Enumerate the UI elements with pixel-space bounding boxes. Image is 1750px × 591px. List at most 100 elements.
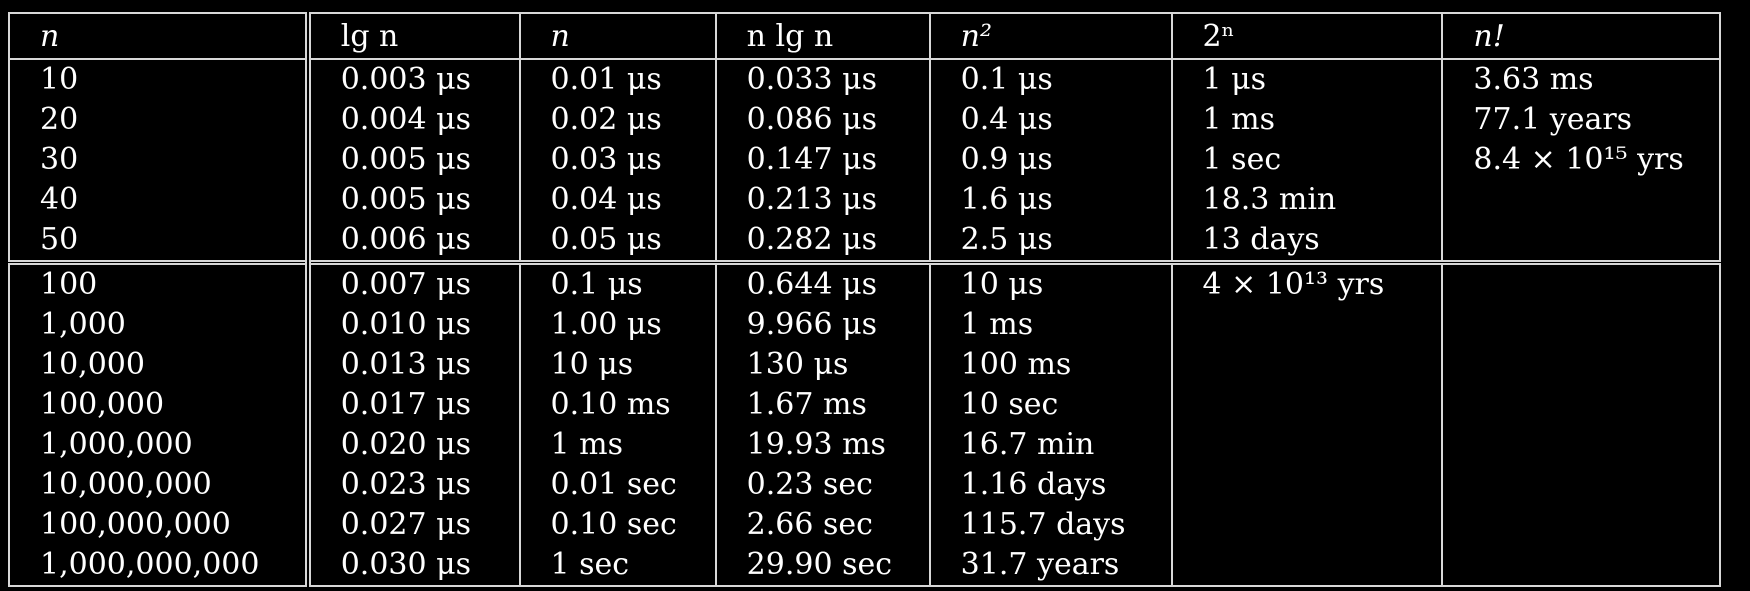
cell [1473, 220, 1719, 260]
cell: 0.9 μs [960, 142, 1053, 177]
cell: 10 [40, 62, 79, 97]
small-n-lg-n-column: 0.033 μs 0.086 μs 0.147 μs 0.213 μs 0.28… [714, 59, 931, 263]
cell: 8.4 × 10¹⁵ yrs [1473, 142, 1684, 177]
cell: 13 days [1202, 222, 1320, 257]
small-n-factorial-column: 3.63 ms 77.1 years 8.4 × 10¹⁵ yrs [1441, 59, 1721, 263]
cell: 1 μs [1202, 62, 1267, 97]
header-n-factorial: n! [1441, 12, 1721, 60]
cell: 0.027 μs [340, 507, 472, 542]
cell: 31.7 years [960, 547, 1120, 582]
cell: 0.10 sec [550, 507, 677, 542]
cell: 100,000 [40, 387, 165, 422]
cell: 0.1 μs [960, 62, 1053, 97]
cell: 1 ms [550, 427, 623, 462]
small-n-linear-column: 0.01 μs 0.02 μs 0.03 μs 0.04 μs 0.05 μs [518, 59, 717, 263]
cell: 0.147 μs [746, 142, 877, 177]
small-n-squared-column: 0.1 μs 0.4 μs 0.9 μs 1.6 μs 2.5 μs [928, 59, 1173, 263]
cell: 0.004 μs [340, 102, 472, 137]
cell: 1.6 μs [960, 182, 1053, 217]
large-n-squared-column: 10 μs 1 ms 100 ms 10 sec 16.7 min 1.16 d… [928, 260, 1173, 587]
cell: 0.006 μs [340, 222, 472, 257]
cell: 130 μs [746, 347, 849, 382]
cell: 10 sec [960, 387, 1059, 422]
cell [1473, 180, 1719, 220]
cell: 3.63 ms [1473, 62, 1594, 97]
cell: 19.93 ms [746, 427, 886, 462]
cell: 77.1 years [1473, 102, 1633, 137]
header-n: n [8, 12, 311, 60]
cell: 0.4 μs [960, 102, 1053, 137]
cell: 0.04 μs [550, 182, 662, 217]
growth-rate-table-wrapper: n lg n n n lg n n² 2ⁿ n! 10 20 30 40 50 … [8, 12, 1721, 587]
cell: 9.966 μs [746, 307, 877, 342]
large-n-column: 100 1,000 10,000 100,000 1,000,000 10,00… [8, 260, 311, 587]
cell: 1 ms [1202, 102, 1276, 137]
cell: 115.7 days [960, 507, 1126, 542]
large-n-linear-column: 0.1 μs 1.00 μs 10 μs 0.10 ms 1 ms 0.01 s… [518, 260, 717, 587]
cell: 0.282 μs [746, 222, 877, 257]
cell: 0.017 μs [340, 387, 472, 422]
cell: 16.7 min [960, 427, 1095, 462]
large-lg-n-column: 0.007 μs 0.010 μs 0.013 μs 0.017 μs 0.02… [306, 260, 521, 587]
cell: 0.01 sec [550, 467, 677, 502]
cell: 0.1 μs [550, 267, 643, 302]
cell: 0.010 μs [340, 307, 472, 342]
cell: 18.3 min [1202, 182, 1337, 217]
large-n-factorial-column [1441, 260, 1721, 587]
cell: 1.67 ms [746, 387, 867, 422]
table-body: 10 20 30 40 50 0.003 μs 0.004 μs 0.005 μ… [8, 59, 1721, 587]
cell: 20 [40, 102, 79, 137]
small-lg-n-column: 0.003 μs 0.004 μs 0.005 μs 0.005 μs 0.00… [306, 59, 521, 263]
table-header: n lg n n n lg n n² 2ⁿ n! [8, 12, 1721, 60]
cell: 4 × 10¹³ yrs [1202, 267, 1385, 302]
cell: 40 [40, 182, 79, 217]
header-2-to-n: 2ⁿ [1170, 12, 1444, 60]
cell: 1 sec [550, 547, 630, 582]
cell: 0.033 μs [746, 62, 877, 97]
cell: 100,000,000 [40, 507, 231, 542]
cell: 0.023 μs [340, 467, 472, 502]
cell: 100 [40, 267, 98, 302]
cell: 0.020 μs [340, 427, 472, 462]
small-n-group: 10 20 30 40 50 0.003 μs 0.004 μs 0.005 μ… [8, 59, 1721, 263]
large-n-lg-n-column: 0.644 μs 9.966 μs 130 μs 1.67 ms 19.93 m… [714, 260, 931, 587]
header-n-lg-n: n lg n [714, 12, 931, 60]
cell: 10,000,000 [40, 467, 212, 502]
cell: 10 μs [550, 347, 634, 382]
cell: 1,000,000 [40, 427, 193, 462]
cell: 2.66 sec [746, 507, 873, 542]
cell: 100 ms [960, 347, 1072, 382]
small-2-to-n-column: 1 μs 1 ms 1 sec 18.3 min 13 days [1170, 59, 1444, 263]
cell: 0.05 μs [550, 222, 662, 257]
cell: 10,000 [40, 347, 145, 382]
cell: 0.02 μs [550, 102, 662, 137]
header-n-squared: n² [928, 12, 1173, 60]
cell: 0.03 μs [550, 142, 662, 177]
cell: 0.013 μs [340, 347, 472, 382]
cell: 0.007 μs [340, 267, 472, 302]
small-n-column: 10 20 30 40 50 [8, 59, 311, 263]
cell: 0.030 μs [340, 547, 472, 582]
cell: 30 [40, 142, 79, 177]
cell: 1,000 [40, 307, 126, 342]
cell: 10 μs [960, 267, 1044, 302]
cell: 0.644 μs [746, 267, 877, 302]
header-lg-n: lg n [306, 12, 521, 60]
cell: 0.213 μs [746, 182, 877, 217]
cell: 0.005 μs [340, 142, 472, 177]
cell: 0.10 ms [550, 387, 671, 422]
cell: 0.086 μs [746, 102, 877, 137]
growth-rate-table: n lg n n n lg n n² 2ⁿ n! 10 20 30 40 50 … [8, 12, 1721, 587]
header-row: n lg n n n lg n n² 2ⁿ n! [8, 12, 1721, 60]
header-n-linear: n [518, 12, 717, 60]
large-n-group: 100 1,000 10,000 100,000 1,000,000 10,00… [8, 260, 1721, 587]
cell: 0.005 μs [340, 182, 472, 217]
cell: 0.003 μs [340, 62, 472, 97]
cell: 1,000,000,000 [40, 547, 260, 582]
cell: 50 [40, 222, 79, 257]
cell: 1 sec [1202, 142, 1282, 177]
cell: 1.00 μs [550, 307, 662, 342]
cell: 29.90 sec [746, 547, 893, 582]
large-2-to-n-column: 4 × 10¹³ yrs [1170, 260, 1444, 587]
cell: 0.01 μs [550, 62, 662, 97]
